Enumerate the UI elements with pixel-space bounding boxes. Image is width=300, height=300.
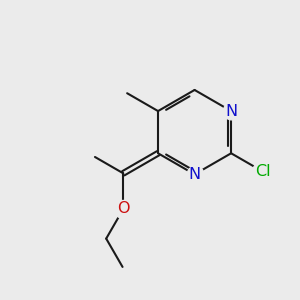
Text: O: O bbox=[117, 202, 130, 217]
Text: Cl: Cl bbox=[256, 164, 271, 179]
Text: N: N bbox=[188, 167, 201, 182]
Text: N: N bbox=[225, 103, 237, 118]
